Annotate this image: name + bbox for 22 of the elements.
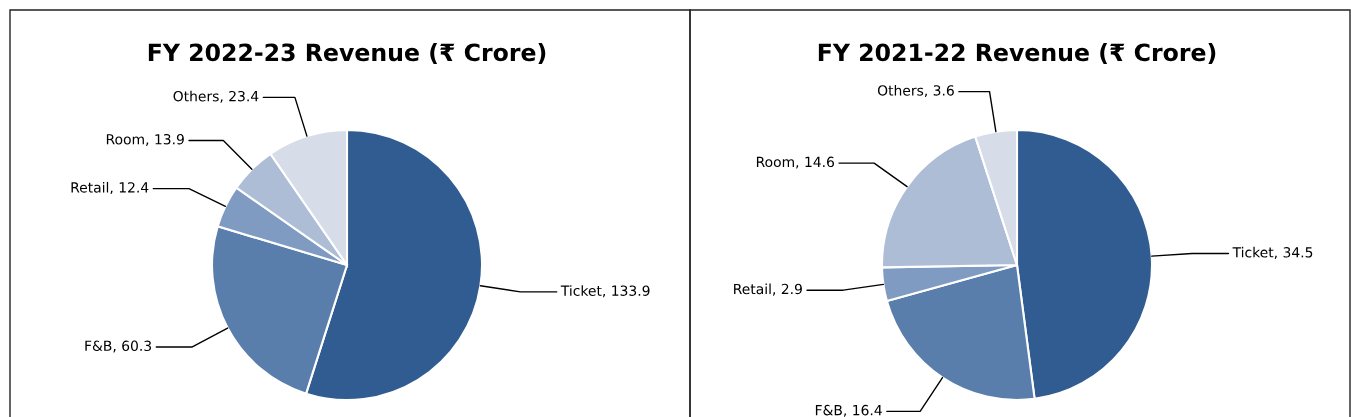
data-label: , 13.9 — [146, 133, 184, 146]
chart-title: FY 2022-23 Revenue (₹ Crore) — [148, 43, 546, 65]
slice-label: F&B — [815, 404, 842, 416]
slice-label: Ticket — [1232, 246, 1274, 258]
data-label: , 23.4 — [220, 90, 259, 103]
data-label: , 12.4 — [110, 182, 149, 195]
slice-label: Others — [877, 84, 924, 96]
slice-label: F&B — [85, 340, 112, 352]
data-label: , 60.3 — [113, 340, 152, 353]
chart-title: FY 2021-22 Revenue (₹ Crore) — [818, 43, 1216, 65]
data-label: , 16.4 — [843, 404, 882, 417]
slice-label: Ticket — [560, 285, 602, 296]
slice-label: Others — [173, 90, 219, 102]
data-label: , 34.5 — [1274, 247, 1313, 259]
data-label: , 3.6 — [924, 85, 954, 98]
data-label: , 133.9 — [602, 285, 650, 298]
slice-label: Room — [106, 134, 144, 145]
data-label: , 14.6 — [796, 156, 834, 169]
data-label: , 2.9 — [773, 283, 802, 296]
slice-label: Retail — [734, 283, 771, 295]
slice-label: Retail — [71, 181, 109, 193]
slice-label: Room — [756, 156, 794, 168]
